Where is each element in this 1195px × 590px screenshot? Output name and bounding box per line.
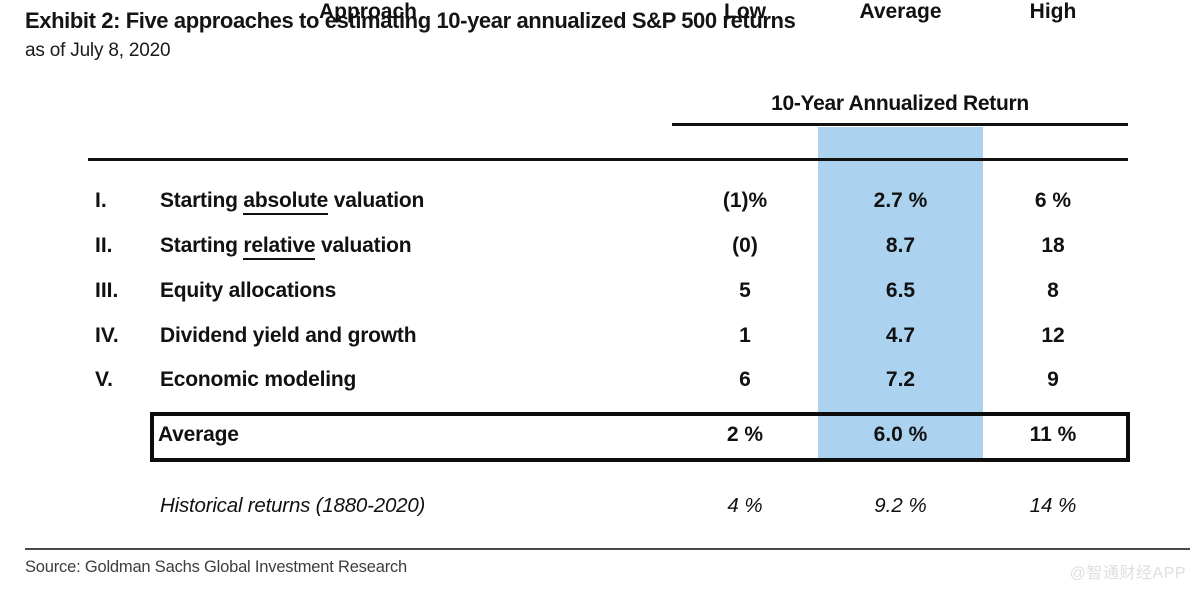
cell-high: 6 % [1034,189,1072,212]
row-label: Equity allocations [160,279,336,303]
column-header-approach: Approach [318,0,417,23]
average-column-highlight [818,127,983,459]
summary-average: 6.0 % [873,423,928,446]
label-prefix: Dividend yield and growth [160,324,417,347]
row-label: Starting relative valuation [160,234,412,260]
row-label: Starting absolute valuation [160,189,425,215]
table-row: II. Starting relative valuation (0) 8.7 … [0,234,1195,262]
exhibit-subtitle: as of July 8, 2020 [25,40,171,61]
historical-label: Historical returns (1880-2020) [160,494,426,517]
label-prefix: Starting [160,189,244,212]
historical-high: 14 % [1029,494,1077,517]
cell-low: (0) [732,234,758,257]
cell-low: (1)% [722,189,768,212]
table-row: IV. Dividend yield and growth 1 4.7 12 [0,324,1195,352]
row-numeral: I. [95,189,107,212]
cell-average: 8.7 [885,234,916,257]
summary-high: 11 % [1029,423,1077,446]
average-row-box [150,412,1130,462]
row-numeral: II. [95,234,113,257]
historical-returns-row: Historical returns (1880-2020) 4 % 9.2 %… [0,494,1195,522]
label-prefix: Economic modeling [160,368,357,391]
column-header-low: Low [724,0,766,23]
label-suffix: valuation [315,234,412,257]
historical-average: 9.2 % [874,494,927,517]
column-header-average: Average [859,0,942,23]
cell-low: 5 [739,279,751,302]
label-prefix: Equity allocations [160,279,337,302]
table-row: I. Starting absolute valuation (1)% 2.7 … [0,189,1195,217]
row-label: Economic modeling [160,368,356,392]
exhibit-title: Exhibit 2: Five approaches to estimating… [25,8,796,33]
column-header-row: Approach Low Average High [0,0,1195,28]
cell-average: 6.5 [885,279,916,302]
cell-high: 18 [1041,234,1065,257]
label-suffix: valuation [328,189,425,212]
cell-high: 8 [1047,279,1059,302]
row-numeral: III. [95,279,119,302]
app-watermark: @智通财经APP [1069,565,1186,582]
cell-average: 7.2 [885,368,916,391]
cell-low: 1 [739,324,751,347]
column-header-high: High [1029,0,1077,23]
source-divider-rule [25,548,1190,550]
cell-average: 4.7 [885,324,916,347]
summary-label: Average [158,423,239,446]
label-underlined: absolute [243,189,328,215]
group-header-underline [672,123,1128,126]
summary-low: 2 % [726,423,764,446]
cell-high: 9 [1047,368,1059,391]
cell-low: 6 [739,368,751,391]
cell-average: 2.7 % [873,189,928,212]
cell-high: 12 [1041,324,1065,347]
source-attribution: Source: Goldman Sachs Global Investment … [25,558,408,576]
row-numeral: V. [95,368,113,391]
row-numeral: IV. [95,324,119,347]
group-header-10yr-return: 10-Year Annualized Return [771,92,1029,115]
table-row: III. Equity allocations 5 6.5 8 [0,279,1195,307]
average-summary-row: Average 2 % 6.0 % 11 % [0,423,1195,451]
row-label: Dividend yield and growth [160,324,417,348]
table-row: V. Economic modeling 6 7.2 9 [0,368,1195,396]
label-underlined: relative [243,234,316,260]
historical-low: 4 % [727,494,763,517]
label-prefix: Starting [160,234,244,257]
header-rule [88,158,1128,161]
